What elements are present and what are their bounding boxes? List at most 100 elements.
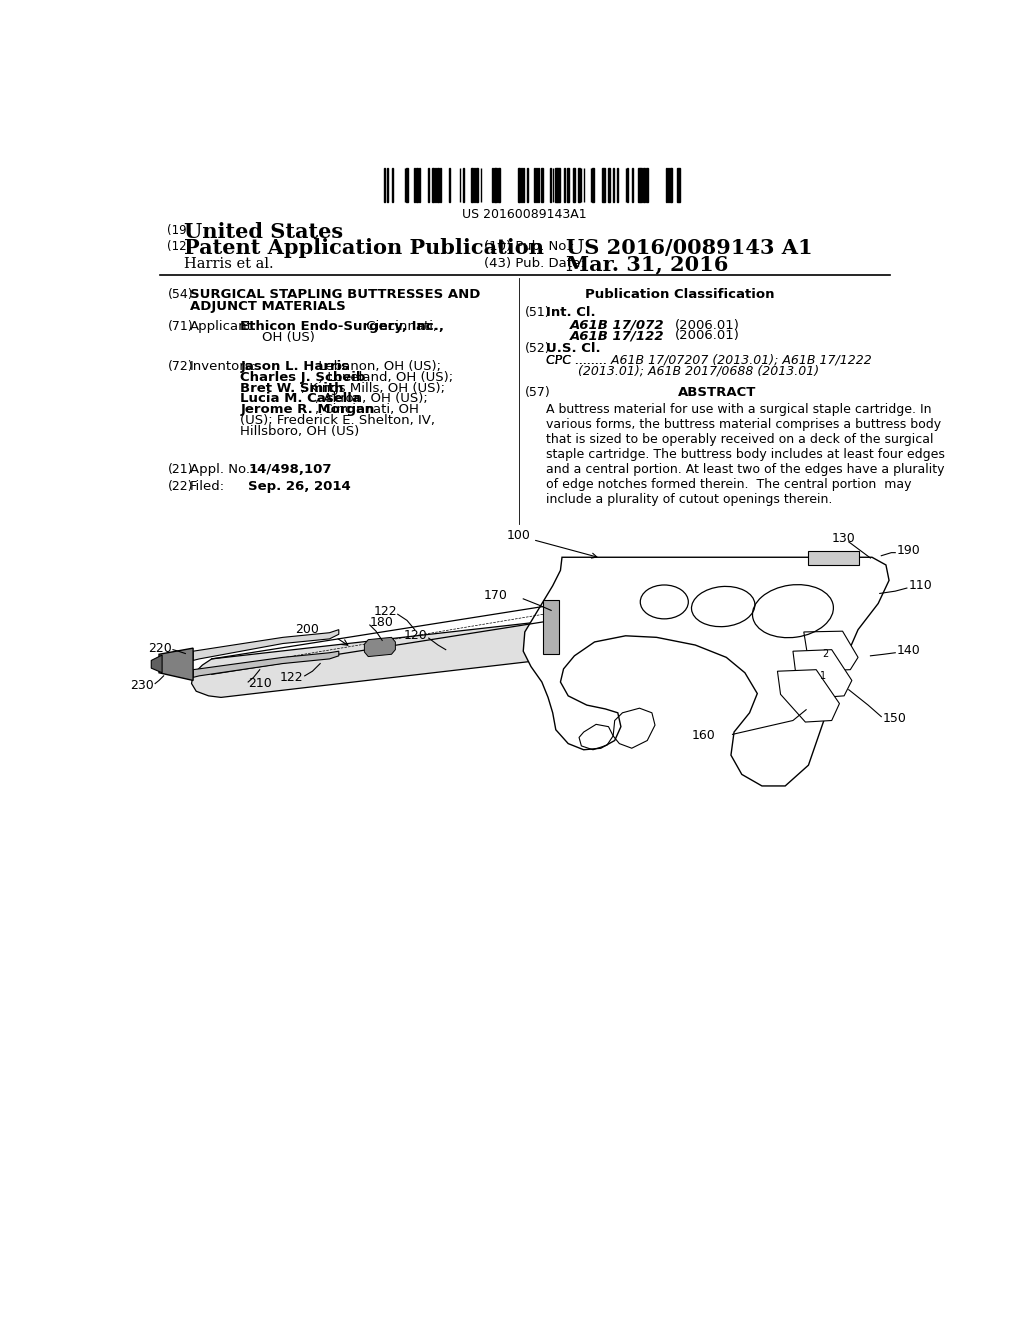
Text: 1: 1 <box>820 671 826 681</box>
Text: , Akron, OH (US);: , Akron, OH (US); <box>314 392 428 405</box>
Text: CPC ........: CPC ........ <box>547 354 607 367</box>
Polygon shape <box>194 630 339 660</box>
Bar <box>496 168 497 202</box>
Text: , Lebanon, OH (US);: , Lebanon, OH (US); <box>310 360 441 374</box>
Bar <box>544 601 559 655</box>
Text: (2006.01): (2006.01) <box>675 330 739 342</box>
Bar <box>391 168 393 202</box>
Bar <box>384 168 385 202</box>
Bar <box>640 168 642 202</box>
Text: A61B 17/122: A61B 17/122 <box>569 330 665 342</box>
Text: 150: 150 <box>883 713 906 726</box>
Text: (71): (71) <box>168 321 194 333</box>
Bar <box>550 168 551 202</box>
Text: A61B 17/072: A61B 17/072 <box>569 318 665 331</box>
Text: 14/498,107: 14/498,107 <box>248 462 332 475</box>
Bar <box>666 168 668 202</box>
Text: Applicant:: Applicant: <box>190 321 257 333</box>
Text: (43) Pub. Date:: (43) Pub. Date: <box>484 257 585 271</box>
Text: (12): (12) <box>167 240 191 253</box>
Polygon shape <box>523 557 889 785</box>
Text: (52): (52) <box>524 342 551 355</box>
Bar <box>809 552 859 565</box>
Text: Cincinnati,: Cincinnati, <box>361 321 437 333</box>
Text: (19): (19) <box>167 224 191 236</box>
Text: 122: 122 <box>280 671 303 684</box>
Polygon shape <box>194 651 339 677</box>
Text: 120: 120 <box>403 630 427 643</box>
Text: (54): (54) <box>168 288 194 301</box>
Text: Mar. 31, 2016: Mar. 31, 2016 <box>566 255 728 275</box>
Bar <box>638 168 640 202</box>
Text: 230: 230 <box>131 678 155 692</box>
Text: 220: 220 <box>147 642 171 655</box>
Text: Charles J. Scheib: Charles J. Scheib <box>241 371 366 384</box>
Text: Sep. 26, 2014: Sep. 26, 2014 <box>248 480 351 494</box>
Text: US 2016/0089143 A1: US 2016/0089143 A1 <box>566 238 812 257</box>
Text: 140: 140 <box>897 644 921 657</box>
Text: (21): (21) <box>168 462 194 475</box>
Polygon shape <box>365 638 395 656</box>
Text: SURGICAL STAPLING BUTTRESSES AND: SURGICAL STAPLING BUTTRESSES AND <box>190 288 480 301</box>
Bar <box>555 168 557 202</box>
Text: 2: 2 <box>822 648 828 659</box>
Text: (2013.01); A61B 2017/0688 (2013.01): (2013.01); A61B 2017/0688 (2013.01) <box>547 364 819 378</box>
Bar <box>643 168 645 202</box>
Text: 170: 170 <box>484 589 508 602</box>
Polygon shape <box>804 631 858 671</box>
Bar <box>579 168 580 202</box>
Text: Bret W. Smith: Bret W. Smith <box>241 381 344 395</box>
Text: Harris et al.: Harris et al. <box>183 257 273 271</box>
Polygon shape <box>152 655 162 673</box>
Text: Int. Cl.: Int. Cl. <box>547 306 596 319</box>
Text: , Cincinnati, OH: , Cincinnati, OH <box>314 404 419 416</box>
Text: 190: 190 <box>897 544 921 557</box>
Text: United States: United States <box>183 222 343 242</box>
Bar <box>439 168 441 202</box>
Text: Jerome R. Morgan: Jerome R. Morgan <box>241 404 375 416</box>
Text: Patent Application Publication: Patent Application Publication <box>183 238 544 257</box>
Text: , Kings Mills, OH (US);: , Kings Mills, OH (US); <box>301 381 444 395</box>
Text: CPC ........ A61B 17/07207 (2013.01); A61B 17/1222: CPC ........ A61B 17/07207 (2013.01); A6… <box>547 354 872 367</box>
Bar <box>563 168 565 202</box>
Text: US 20160089143A1: US 20160089143A1 <box>463 209 587 222</box>
Text: (22): (22) <box>168 480 194 494</box>
Text: Appl. No.:: Appl. No.: <box>190 462 254 475</box>
Bar <box>419 168 420 202</box>
Text: ADJUNCT MATERIALS: ADJUNCT MATERIALS <box>190 300 346 313</box>
Text: 100: 100 <box>506 529 597 558</box>
Bar <box>536 168 538 202</box>
Bar <box>498 168 500 202</box>
Text: A buttress material for use with a surgical staple cartridge. In
various forms, : A buttress material for use with a surgi… <box>547 404 945 507</box>
Text: 130: 130 <box>831 532 855 545</box>
Bar <box>407 168 408 202</box>
Text: U.S. Cl.: U.S. Cl. <box>547 342 601 355</box>
Bar <box>437 168 438 202</box>
Text: ABSTRACT: ABSTRACT <box>678 385 756 399</box>
Text: 200: 200 <box>295 623 318 636</box>
Bar <box>646 168 648 202</box>
Polygon shape <box>159 648 194 681</box>
Text: 122: 122 <box>374 606 397 619</box>
Bar <box>476 168 478 202</box>
Bar <box>602 168 604 202</box>
Text: Publication Classification: Publication Classification <box>586 288 775 301</box>
Bar <box>417 168 418 202</box>
Bar <box>463 168 464 202</box>
Bar <box>678 168 680 202</box>
Text: 160: 160 <box>691 730 716 742</box>
Bar <box>432 168 434 202</box>
Bar <box>435 168 436 202</box>
Bar <box>567 168 569 202</box>
Text: (2006.01): (2006.01) <box>675 318 739 331</box>
Bar <box>557 168 560 202</box>
Polygon shape <box>777 669 840 722</box>
Text: (72): (72) <box>168 360 194 374</box>
Text: Inventors:: Inventors: <box>190 360 257 374</box>
Text: 210: 210 <box>248 677 272 690</box>
Bar <box>541 168 543 202</box>
Bar <box>387 168 388 202</box>
Text: Filed:: Filed: <box>190 480 225 494</box>
Text: Ethicon Endo-Surgery, Inc.,: Ethicon Endo-Surgery, Inc., <box>241 321 444 333</box>
Text: 110: 110 <box>908 579 932 593</box>
